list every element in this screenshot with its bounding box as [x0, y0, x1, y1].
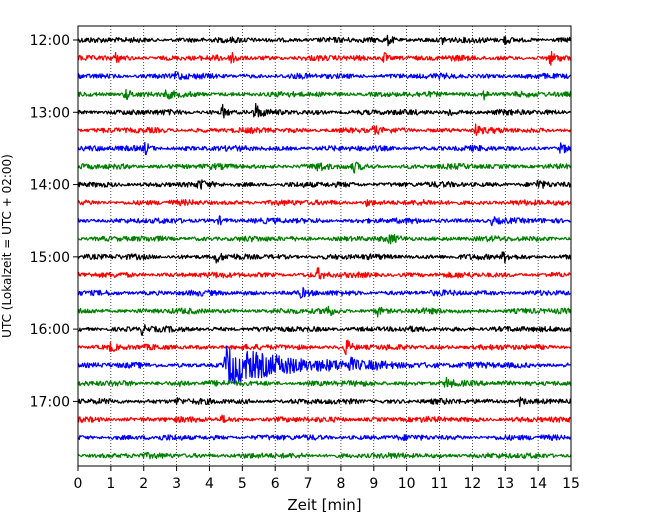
- seismic-trace-1615: [77, 339, 572, 356]
- y-tick-label: 14:00: [30, 178, 70, 194]
- y-axis-ticks: 12:00 13:00 14:00 15:00 16:00 17:00: [30, 33, 78, 410]
- seismic-trace-1200: [77, 34, 572, 47]
- plot-frame: [77, 25, 572, 467]
- y-tick-label: 12:00: [30, 33, 70, 49]
- x-tick-label: 4: [205, 476, 214, 492]
- x-tick-label: 7: [304, 476, 313, 492]
- seismic-trace-1500: [77, 251, 572, 264]
- seismic-trace-1215: [77, 50, 572, 66]
- seismic-trace-1315: [77, 123, 572, 137]
- x-tick-label: 11: [431, 476, 449, 492]
- y-tick-label: 13:00: [30, 105, 70, 121]
- x-tick-label: 14: [529, 476, 547, 492]
- seismic-trace-1630: [77, 345, 572, 385]
- seismic-trace-1745: [77, 452, 572, 460]
- seismic-trace-1300: [77, 102, 572, 119]
- y-tick-label: 17:00: [30, 394, 70, 410]
- seismic-trace-1545: [77, 305, 572, 318]
- seismic-trace-1645: [77, 376, 572, 388]
- seismic-trace-1330: [77, 141, 572, 156]
- x-tick-label: 2: [139, 476, 148, 492]
- seismic-trace-1600: [77, 324, 572, 336]
- x-tick-label: 10: [398, 476, 416, 492]
- x-tick-label: 12: [463, 476, 481, 492]
- y-tick-label: 15:00: [30, 250, 70, 266]
- x-tick-label: 9: [369, 476, 378, 492]
- x-tick-label: 5: [238, 476, 247, 492]
- vertical-gridlines: [110, 26, 539, 466]
- seismic-trace-1345: [77, 161, 572, 174]
- seismic-trace-1730: [77, 434, 572, 442]
- seismic-trace-1715: [77, 414, 572, 424]
- seismic-trace-1415: [77, 198, 572, 208]
- y-tick-label: 16:00: [30, 322, 70, 338]
- x-tick-label: 15: [562, 476, 580, 492]
- seismic-trace-1430: [77, 215, 572, 227]
- y-axis-label: UTC (Lokalzeit = UTC + 02:00): [0, 154, 14, 338]
- seismic-trace-1445: [77, 233, 572, 245]
- x-tick-label: 8: [336, 476, 345, 492]
- x-axis-ticks: 0 1 2 3 4 5 6 7 8 9 10 11 12 13 14 15: [74, 466, 580, 492]
- x-tick-label: 1: [106, 476, 115, 492]
- x-tick-label: 6: [271, 476, 280, 492]
- seismic-traces: [77, 34, 572, 460]
- seismic-trace-1530: [77, 286, 572, 299]
- seismic-trace-1700: [77, 396, 572, 408]
- x-tick-label: 3: [172, 476, 181, 492]
- x-tick-label: 13: [496, 476, 514, 492]
- seismic-trace-1515: [77, 267, 572, 280]
- seismic-trace-1400: [77, 179, 572, 190]
- x-axis-label: Zeit [min]: [287, 496, 361, 514]
- seismic-trace-1230: [77, 71, 572, 81]
- seismic-trace-1245: [77, 88, 572, 101]
- x-tick-label: 0: [74, 476, 83, 492]
